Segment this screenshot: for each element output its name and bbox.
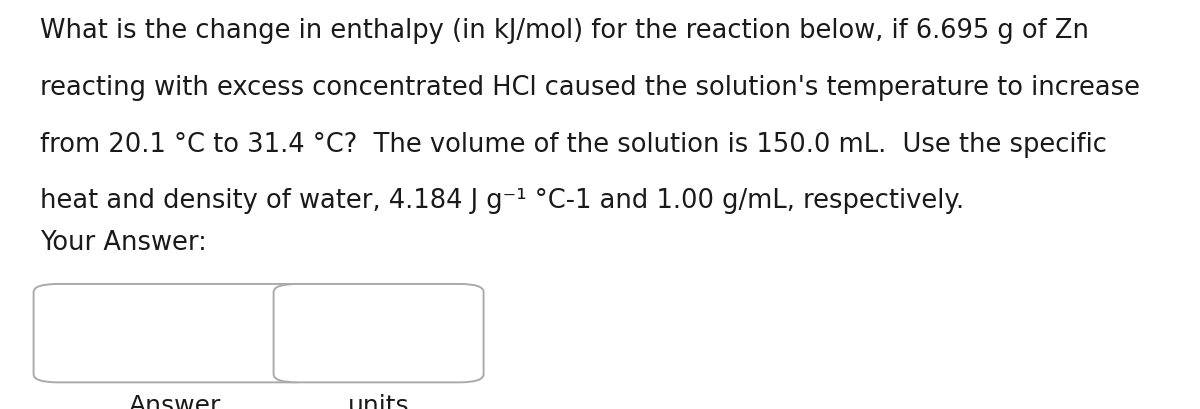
FancyBboxPatch shape — [274, 284, 484, 382]
Text: reacting with excess concentrated HCl caused the solution's temperature to incre: reacting with excess concentrated HCl ca… — [40, 75, 1140, 101]
Text: What is the change in enthalpy (in kJ/mol) for the reaction below, if 6.695 g of: What is the change in enthalpy (in kJ/mo… — [40, 18, 1088, 44]
FancyBboxPatch shape — [34, 284, 316, 382]
Text: from 20.1 °C to 31.4 °C?  The volume of the solution is 150.0 mL.  Use the speci: from 20.1 °C to 31.4 °C? The volume of t… — [40, 131, 1106, 157]
Text: Answer: Answer — [128, 393, 221, 409]
Text: heat and density of water, 4.184 J g⁻¹ °C-1 and 1.00 g/mL, respectively.: heat and density of water, 4.184 J g⁻¹ °… — [40, 188, 964, 213]
Text: Your Answer:: Your Answer: — [40, 229, 206, 255]
Text: units: units — [348, 393, 409, 409]
